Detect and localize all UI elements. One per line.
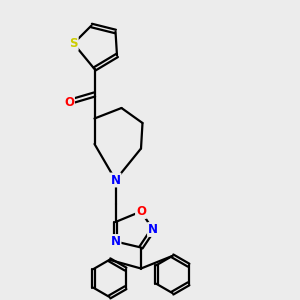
Text: O: O [64,95,74,109]
Text: O: O [136,205,146,218]
Text: N: N [110,235,121,248]
Text: N: N [110,173,121,187]
Text: S: S [69,37,78,50]
Text: N: N [148,223,158,236]
